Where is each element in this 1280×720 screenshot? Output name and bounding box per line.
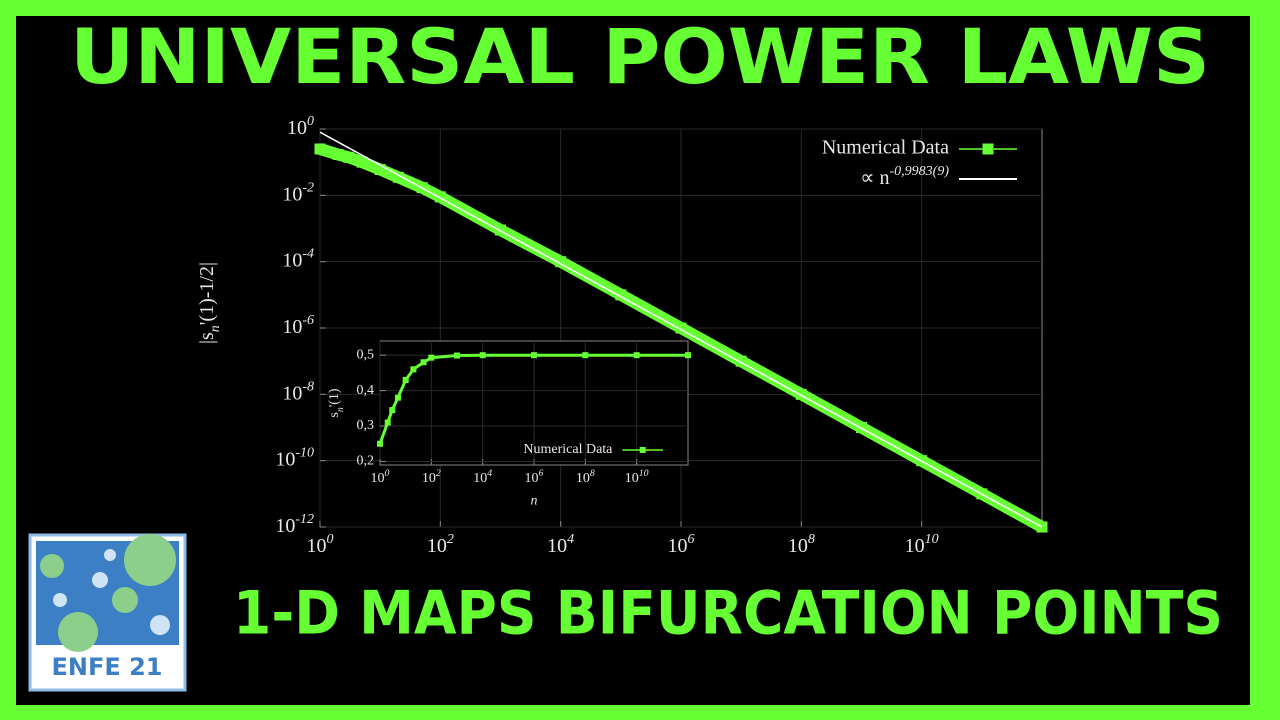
data-point — [495, 224, 506, 236]
logo: ENFE 21 — [28, 533, 187, 692]
logo-text: ENFE 21 — [51, 653, 162, 681]
data-point — [332, 149, 344, 161]
x-tick-label: 102 — [422, 468, 441, 486]
x-tick-label: 104 — [473, 468, 492, 486]
data-point — [343, 151, 355, 163]
data-point — [392, 171, 404, 183]
x-tick-label: 104 — [547, 532, 574, 557]
data-point — [402, 376, 409, 383]
data-point — [735, 355, 747, 367]
legend-label: Numerical Data — [523, 442, 613, 457]
title: UNIVERSAL POWER LAWS — [70, 12, 1210, 101]
x-tick-label: 1010 — [905, 532, 939, 557]
data-point — [479, 352, 486, 359]
data-point — [675, 322, 687, 334]
data-point — [314, 143, 326, 155]
y-tick-label: 0,3 — [357, 418, 375, 433]
y-tick-label: 10-10 — [275, 445, 314, 470]
legend-label: ∝ n-0,9983(9) — [860, 164, 949, 189]
data-point — [389, 407, 396, 414]
y-tick-label: 10-8 — [282, 379, 314, 404]
subtitle: 1-D MAPS BIFURCATION POINTS — [233, 579, 1223, 649]
data-point — [410, 366, 417, 373]
data-point — [582, 352, 589, 359]
data-point — [555, 256, 567, 268]
y-tick-label: 100 — [287, 114, 314, 139]
data-point — [685, 352, 691, 359]
x-tick-label: 108 — [788, 532, 815, 557]
x-tick-label: 106 — [668, 532, 695, 557]
y-tick-label: 10-6 — [282, 313, 314, 338]
chart: 100 102 104 106 108 1010 100 10-2 10-4 10-6 10-8 10… — [196, 114, 1048, 557]
data-point — [531, 352, 537, 359]
data-point — [420, 359, 427, 366]
data-point — [384, 419, 391, 426]
x-axis-label: n — [531, 494, 538, 509]
chart: 100 102 104 106 108 1010 0,2 0,3 0,4 0,5 n sn'(1) Nu… — [327, 340, 691, 509]
x-tick-label: 100 — [371, 468, 390, 486]
data-point — [356, 156, 368, 168]
x-tick-label: 1010 — [625, 468, 649, 486]
x-tick-label: 108 — [576, 468, 595, 486]
x-tick-label: 100 — [307, 532, 334, 557]
x-tick-label: 106 — [525, 468, 544, 486]
y-tick-label: 0,4 — [357, 383, 375, 398]
data-point — [377, 440, 383, 447]
y-tick-label: 10-2 — [282, 180, 314, 205]
legend-marker — [982, 143, 994, 155]
data-point — [795, 388, 807, 400]
series-line — [319, 131, 1043, 528]
x-tick-label: 102 — [427, 532, 454, 557]
legend-marker — [639, 447, 646, 453]
data-point — [615, 289, 627, 301]
data-point — [434, 191, 446, 203]
data-point — [454, 352, 460, 359]
y-tick-label: 0,5 — [357, 347, 375, 362]
data-point — [428, 354, 435, 361]
y-axis-label: |sn'(1)-1/2| — [196, 262, 223, 344]
data-point — [374, 164, 386, 176]
y-tick-label: 10-4 — [282, 246, 314, 271]
y-tick-label: 10-12 — [275, 512, 314, 537]
y-tick-label: 0,2 — [357, 454, 375, 469]
y-axis-label: sn'(1) — [327, 388, 346, 418]
data-point — [633, 352, 640, 359]
legend-label: Numerical Data — [822, 137, 949, 159]
data-point — [394, 394, 401, 401]
